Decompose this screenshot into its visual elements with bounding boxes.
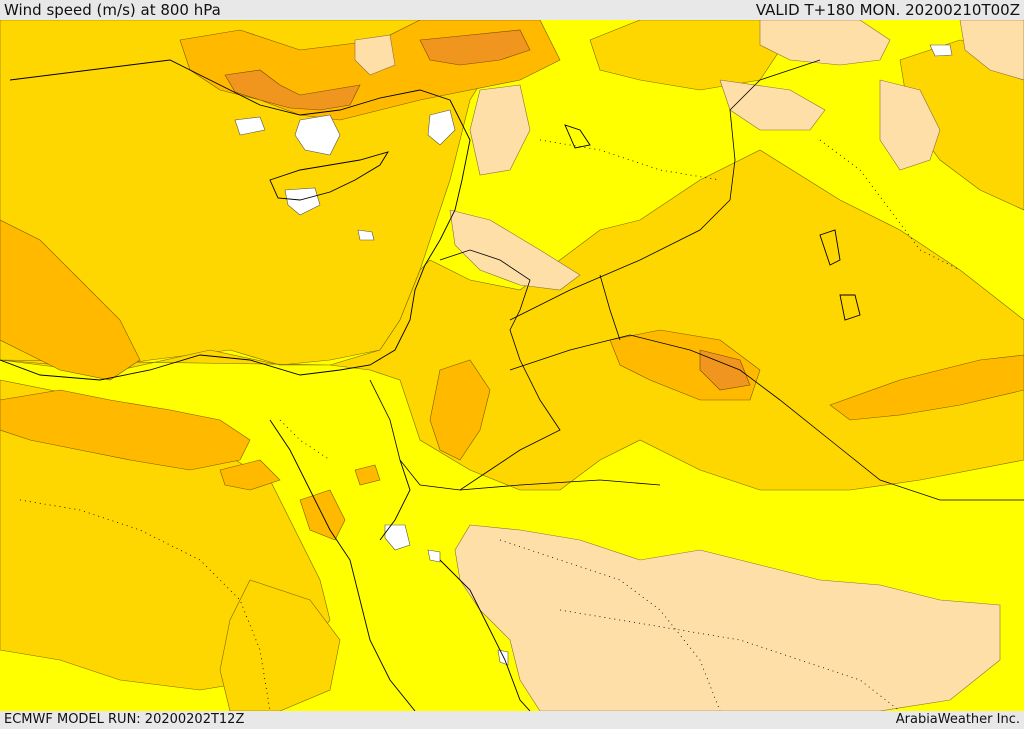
coastlines-and-borders — [0, 59, 861, 711]
footer-bar: ECMWF MODEL RUN: 20200202T12Z ArabiaWeat… — [0, 711, 1024, 729]
internal-boundaries — [19, 139, 961, 711]
model-run: ECMWF MODEL RUN: 20200202T12Z — [4, 712, 245, 727]
wind-speed-map — [0, 20, 1024, 711]
map-title: Wind speed (m/s) at 800 hPa — [4, 1, 221, 19]
credit: ArabiaWeather Inc. — [895, 712, 1020, 727]
very-strong-wind-spots — [224, 29, 751, 391]
fresh-wind-regions — [0, 20, 1024, 711]
light-wind-regions — [354, 20, 1024, 711]
valid-time: VALID T+180 MON. 20200210T00Z — [755, 1, 1020, 19]
political-borders — [369, 59, 1024, 501]
header-bar: Wind speed (m/s) at 800 hPa VALID T+180 … — [0, 0, 1024, 20]
